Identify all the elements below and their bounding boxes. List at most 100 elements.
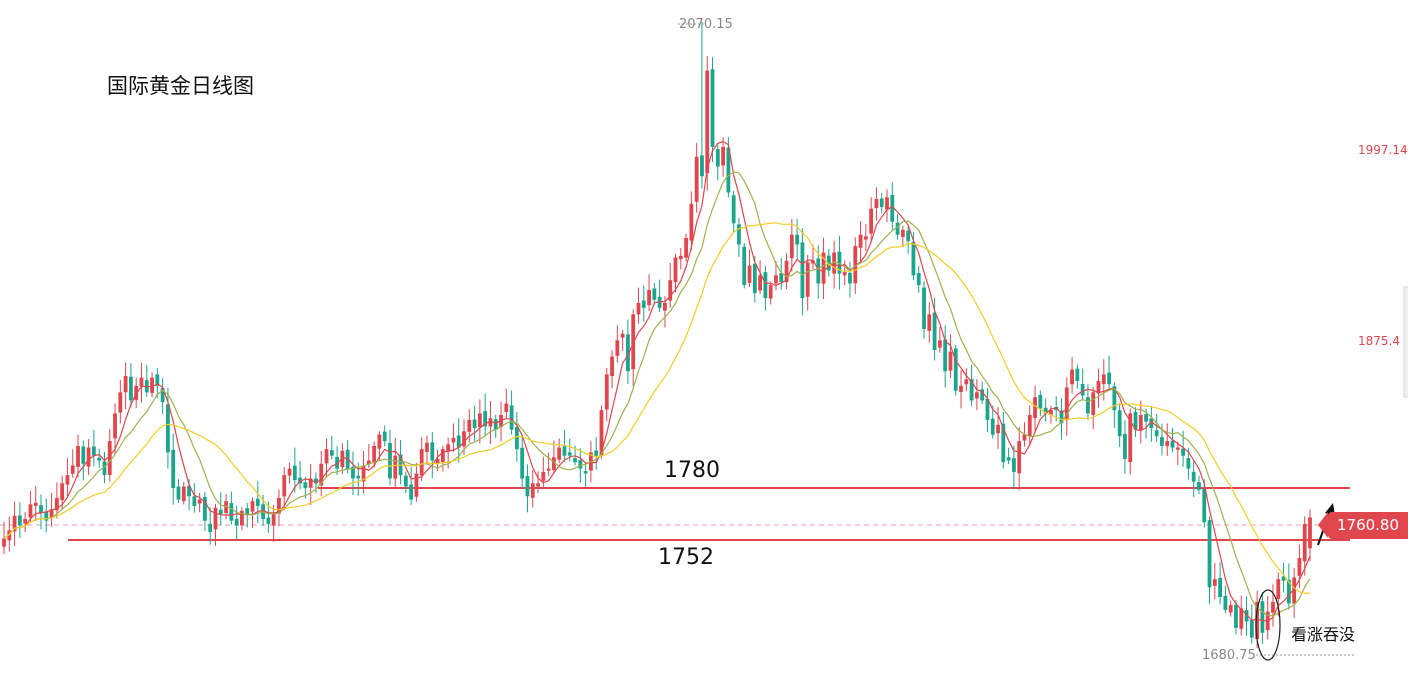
candle-body bbox=[1006, 457, 1011, 461]
candle-body bbox=[107, 441, 112, 475]
candle-body bbox=[663, 302, 667, 311]
candle-body bbox=[969, 379, 974, 401]
candle-body bbox=[1027, 415, 1032, 437]
candle-body bbox=[1197, 482, 1201, 490]
candle-body bbox=[139, 377, 144, 387]
candle-body bbox=[1011, 458, 1016, 472]
candle-body bbox=[1223, 595, 1228, 611]
candle-body bbox=[784, 260, 789, 283]
candle-body bbox=[863, 236, 868, 240]
candle-body bbox=[356, 475, 361, 479]
candle-body bbox=[176, 486, 181, 500]
candle-body bbox=[451, 437, 456, 443]
candle-body bbox=[39, 505, 43, 513]
candle-body bbox=[900, 229, 905, 237]
candle-body bbox=[7, 530, 12, 541]
side-panel-handle bbox=[1403, 286, 1408, 398]
candle-body bbox=[287, 468, 292, 476]
candle-body bbox=[483, 411, 488, 427]
candle-body bbox=[1117, 410, 1122, 437]
candle-body bbox=[578, 460, 583, 469]
candle-body bbox=[113, 413, 117, 439]
candle-body bbox=[1086, 397, 1090, 414]
candle-body bbox=[292, 465, 297, 481]
candle-body bbox=[996, 424, 1000, 434]
candle-body bbox=[1059, 410, 1064, 424]
chart-title: 国际黄金日线图 bbox=[107, 74, 254, 98]
candle-body bbox=[192, 496, 197, 507]
candle-body bbox=[747, 265, 752, 283]
candle-body bbox=[551, 457, 556, 470]
candle-body bbox=[213, 507, 218, 530]
candle-body bbox=[377, 434, 382, 449]
candle-body bbox=[1249, 620, 1254, 638]
candle-body bbox=[594, 450, 599, 456]
candle-body bbox=[409, 484, 414, 500]
moving-average-layer bbox=[3, 140, 1311, 622]
candle-body bbox=[599, 410, 604, 456]
candle-body bbox=[266, 517, 271, 524]
candle-body bbox=[525, 475, 530, 497]
candle-body bbox=[879, 198, 884, 208]
candle-body bbox=[1202, 488, 1207, 523]
candle-body bbox=[467, 419, 472, 432]
candle-body bbox=[842, 272, 847, 276]
candle-body bbox=[768, 285, 773, 299]
candle-body bbox=[890, 194, 895, 222]
candle-body bbox=[155, 374, 160, 386]
candle-body bbox=[541, 471, 546, 481]
candle-body bbox=[779, 273, 784, 282]
candle-body bbox=[493, 419, 498, 430]
candle-body bbox=[710, 69, 715, 147]
candle-body bbox=[1049, 410, 1053, 415]
candle-body bbox=[816, 258, 821, 284]
candle-body bbox=[752, 263, 757, 294]
candle-body bbox=[1080, 383, 1085, 396]
candle-body bbox=[726, 147, 731, 193]
candle-body bbox=[832, 252, 837, 274]
candle-body bbox=[520, 447, 525, 479]
candle-body bbox=[974, 392, 979, 399]
candle-body bbox=[1212, 579, 1217, 586]
candle-body bbox=[393, 455, 398, 479]
candle-body bbox=[203, 496, 207, 521]
candle-body bbox=[1022, 434, 1027, 441]
candle-body bbox=[1302, 523, 1307, 562]
candle-body bbox=[308, 478, 313, 488]
candle-body bbox=[514, 426, 519, 450]
candle-body bbox=[54, 497, 59, 511]
candle-body bbox=[1244, 610, 1249, 622]
candle-body bbox=[240, 510, 244, 526]
candle-body bbox=[166, 404, 170, 453]
candle-body bbox=[1281, 576, 1286, 581]
candle-body bbox=[1001, 423, 1006, 463]
candle-body bbox=[705, 70, 710, 174]
candle-body bbox=[610, 356, 614, 377]
engulfing-highlight-ellipse bbox=[1255, 589, 1281, 661]
candle-body bbox=[255, 498, 260, 507]
candle-body bbox=[1228, 605, 1233, 613]
candle-body bbox=[678, 255, 683, 260]
candle-body bbox=[1239, 608, 1244, 629]
candle-body bbox=[583, 471, 588, 474]
candle-body bbox=[197, 499, 202, 504]
candle-body bbox=[425, 442, 429, 452]
candle-body bbox=[340, 450, 345, 468]
candle-body bbox=[128, 376, 133, 401]
candle-body bbox=[948, 351, 953, 371]
candle-body bbox=[224, 501, 228, 513]
candle-body bbox=[1207, 520, 1212, 588]
candle-body bbox=[615, 340, 620, 356]
candle-body bbox=[1186, 458, 1191, 469]
candle-body bbox=[91, 446, 96, 456]
candle-body bbox=[911, 241, 916, 276]
ma10-line bbox=[3, 171, 1311, 617]
candle-body bbox=[361, 465, 366, 482]
candle-body bbox=[641, 300, 646, 308]
current-price-tag: 1760.80 bbox=[1318, 512, 1408, 539]
candle-body bbox=[81, 446, 86, 464]
candle-body bbox=[731, 195, 736, 224]
y-tick-1997: 1997.14 bbox=[1358, 143, 1408, 157]
candle-body bbox=[980, 389, 985, 401]
candle-body bbox=[1175, 447, 1180, 450]
